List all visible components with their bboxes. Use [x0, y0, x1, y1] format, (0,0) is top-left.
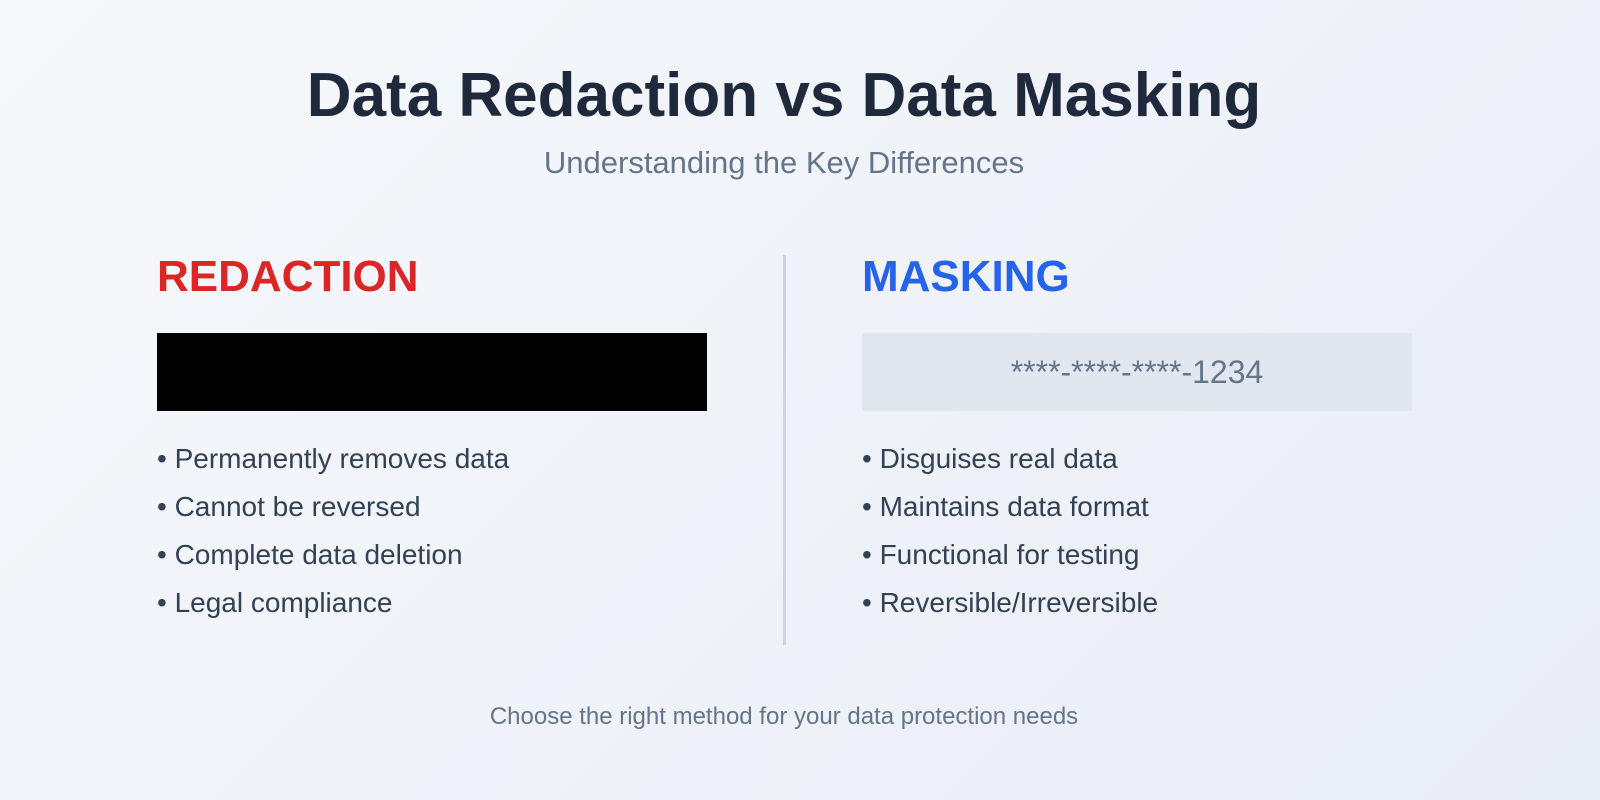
- list-item: • Reversible/Irreversible: [862, 587, 1159, 618]
- list-item: • Maintains data format: [862, 491, 1149, 522]
- redaction-column: REDACTION • Permanently removes data • C…: [157, 252, 707, 634]
- list-item: • Cannot be reversed: [157, 491, 421, 522]
- redacted-block: [157, 333, 707, 411]
- masking-bullets: • Disguises real data • Maintains data f…: [862, 442, 1412, 634]
- list-item: • Complete data deletion: [157, 539, 463, 570]
- masking-heading: MASKING: [862, 252, 1070, 301]
- list-item: • Permanently removes data: [157, 443, 510, 474]
- list-item: • Functional for testing: [862, 539, 1140, 570]
- list-item: • Legal compliance: [157, 587, 393, 618]
- footer-note: Choose the right method for your data pr…: [489, 703, 1079, 730]
- page-title: Data Redaction vs Data Masking: [306, 61, 1262, 130]
- column-divider: [783, 255, 786, 645]
- page-subtitle: Understanding the Key Differences: [543, 145, 1025, 180]
- list-item: • Disguises real data: [862, 443, 1118, 474]
- masking-column: MASKING ****-****-****-1234 • Disguises …: [862, 252, 1412, 634]
- redaction-heading: REDACTION: [157, 252, 419, 301]
- masked-example: ****-****-****-1234: [862, 333, 1412, 411]
- redaction-bullets: • Permanently removes data • Cannot be r…: [157, 442, 707, 634]
